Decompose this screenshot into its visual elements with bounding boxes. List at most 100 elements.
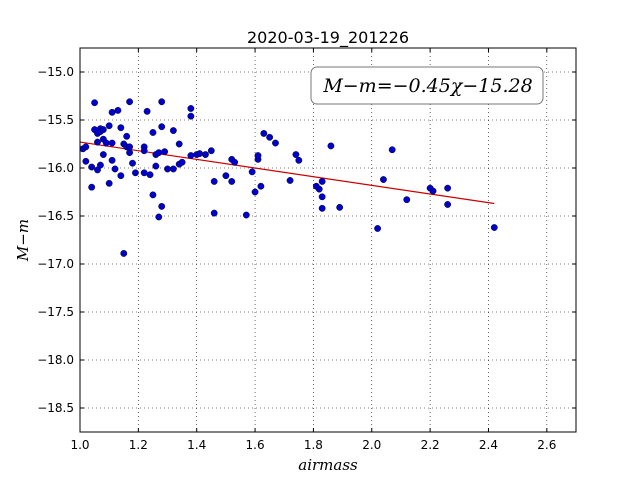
data-point [374, 225, 381, 232]
y-tick-label: −17.0 [37, 257, 74, 271]
x-tick-label: 1.4 [187, 438, 206, 452]
data-point [175, 140, 183, 148]
x-tick-label: 2.0 [362, 438, 381, 452]
data-point [155, 149, 163, 157]
data-point [120, 250, 128, 257]
data-point [231, 158, 239, 166]
data-points [79, 98, 498, 257]
data-point [336, 203, 344, 211]
y-tick-label: −15.0 [37, 65, 74, 79]
data-point [108, 108, 116, 116]
data-point [114, 107, 122, 114]
x-tick-label: 1.2 [129, 438, 148, 452]
data-point [88, 183, 96, 191]
data-point [187, 112, 195, 120]
data-point [222, 172, 230, 180]
data-point [99, 151, 107, 158]
data-point [149, 191, 157, 199]
data-point [327, 142, 335, 150]
data-point [132, 169, 139, 177]
data-point [429, 187, 437, 195]
data-point [444, 184, 452, 192]
y-tick-label: −15.5 [37, 113, 74, 127]
data-point [202, 151, 209, 158]
data-point [140, 169, 148, 177]
fit-line [79, 141, 495, 205]
y-tick-label: −18.5 [37, 401, 74, 415]
data-point [490, 224, 498, 231]
data-point [187, 105, 195, 112]
x-axis-label: airmass [298, 456, 358, 474]
data-point [187, 152, 195, 159]
data-point [164, 165, 171, 173]
data-point [196, 150, 204, 158]
data-point [82, 157, 90, 165]
data-point [318, 204, 326, 212]
data-point [158, 123, 166, 131]
y-tick-label: −17.5 [37, 305, 74, 319]
data-point [210, 209, 218, 217]
data-point [242, 211, 250, 219]
data-point [146, 171, 154, 179]
data-point [254, 152, 262, 159]
data-point [158, 202, 166, 210]
data-point [117, 172, 125, 180]
data-point [108, 156, 116, 164]
data-point [286, 177, 294, 184]
data-point [149, 129, 157, 136]
x-tick-label: 2.2 [421, 438, 440, 452]
data-point [143, 107, 151, 115]
x-tick-label: 2.6 [537, 438, 556, 452]
y-tick-label: −16.5 [37, 209, 74, 223]
data-point [117, 124, 125, 132]
data-point [129, 159, 136, 167]
data-point [248, 168, 256, 176]
data-point [169, 127, 177, 134]
data-point [207, 147, 215, 155]
data-point [126, 143, 134, 151]
data-point [178, 158, 186, 166]
data-point [123, 132, 131, 140]
data-point [257, 182, 265, 190]
equation-box [310, 66, 544, 105]
data-point [161, 148, 169, 156]
data-point [152, 162, 160, 170]
data-point [99, 126, 107, 134]
y-tick-label: −18.0 [37, 353, 74, 367]
plot-frame [79, 47, 577, 433]
data-point [380, 176, 387, 183]
chart-title: 2020-03-19_201226 [247, 28, 409, 48]
data-point [210, 178, 218, 185]
data-point [266, 133, 274, 141]
data-point [388, 146, 396, 154]
data-point [260, 130, 268, 137]
x-tick-label: 1.0 [70, 438, 89, 452]
data-point [126, 98, 134, 106]
data-point [272, 139, 279, 147]
equation-text: M−m=−0.45χ−15.28 [322, 75, 532, 97]
axis-ticks: 1.0 1.2 1.4 1.6 1.8 2.0 2.2 2.4 2.6 −15.0 −15.5 −16… [37, 48, 576, 452]
equation-annotation: M−m=−0.45χ−15.28 [310, 66, 544, 105]
fit-line-group [79, 141, 495, 205]
data-point [108, 139, 116, 147]
data-point [102, 139, 110, 147]
data-point [318, 178, 326, 185]
data-point [91, 99, 98, 107]
y-axis-label: M−m [14, 219, 32, 262]
data-point [97, 161, 104, 169]
data-point [292, 151, 300, 158]
data-point [169, 165, 177, 173]
data-point [105, 122, 113, 130]
data-point [318, 193, 326, 201]
data-point [228, 178, 236, 185]
y-tick-label: −16.0 [37, 161, 74, 175]
data-point [251, 188, 259, 196]
data-point [82, 143, 90, 151]
plot-background [80, 48, 576, 432]
data-point [88, 163, 96, 171]
x-tick-label: 1.6 [246, 438, 265, 452]
data-point [126, 149, 134, 157]
data-point [105, 179, 113, 187]
data-point [94, 138, 101, 146]
